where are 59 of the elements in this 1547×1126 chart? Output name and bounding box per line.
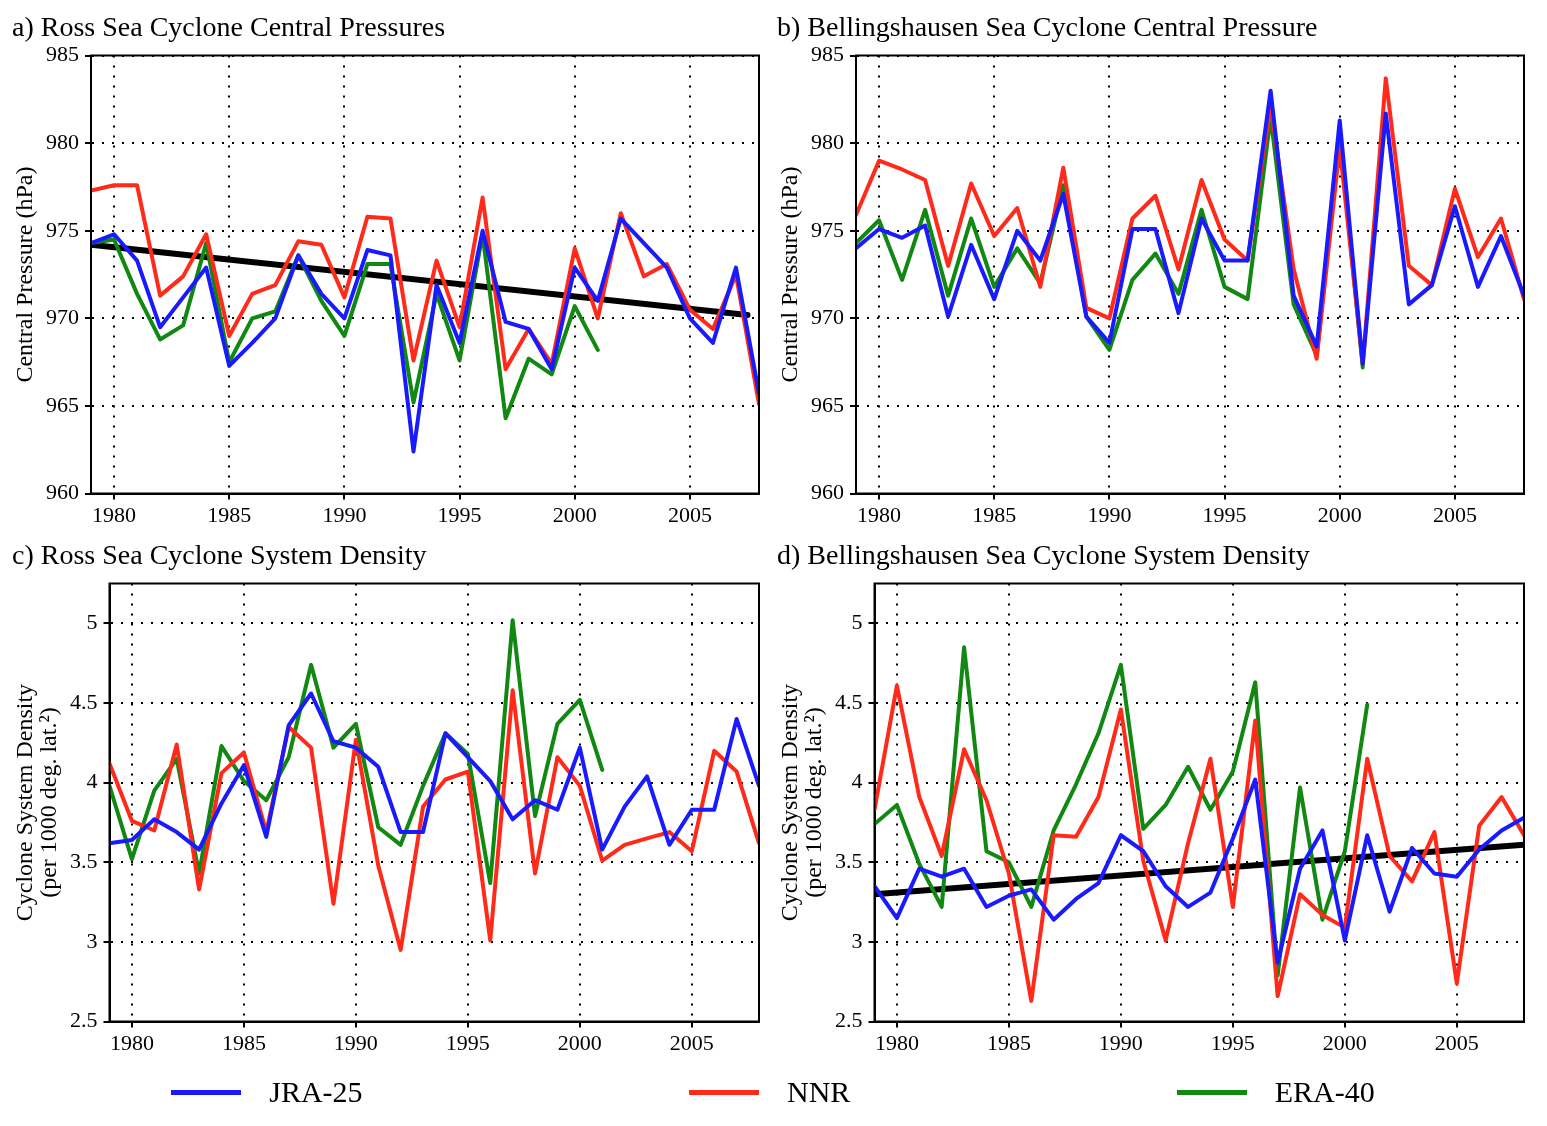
- y-axis-title: Cyclone System Density (per 1000 deg. lat.²): [11, 683, 62, 922]
- x-tick-label: 1995: [445, 1029, 490, 1055]
- y-tick-label: 970: [811, 304, 844, 330]
- y-tick-label: 975: [811, 216, 844, 242]
- x-tick-label: 1995: [1210, 1029, 1255, 1055]
- x-tick-label: 2000: [557, 1029, 602, 1055]
- x-tick-label: 1980: [857, 501, 902, 527]
- y-tick-label: 2.5: [835, 1007, 863, 1033]
- y-tick-label: 980: [811, 128, 844, 154]
- x-tick-label: 1990: [1087, 501, 1132, 527]
- y-tick-label: 4.5: [70, 688, 98, 714]
- x-tick-label: 2000: [552, 501, 597, 527]
- legend-label: JRA-25: [269, 1075, 363, 1109]
- x-tick-label: 1985: [207, 501, 252, 527]
- x-tick-label: 2005: [667, 501, 712, 527]
- y-tick-label: 965: [811, 391, 844, 417]
- x-tick-label: 2000: [1317, 501, 1362, 527]
- y-axis-title: Cyclone System Density (per 1000 deg. lat.²): [776, 683, 827, 922]
- x-tick-label: 1980: [109, 1029, 154, 1055]
- x-tick-label: 1990: [1098, 1029, 1143, 1055]
- x-tick-label: 1995: [437, 501, 482, 527]
- y-tick-label: 4: [851, 768, 863, 794]
- y-tick-label: 3: [851, 927, 863, 953]
- x-tick-label: 1980: [874, 1029, 919, 1055]
- y-tick-label: 5: [86, 609, 98, 635]
- x-tick-label: 1985: [221, 1029, 266, 1055]
- x-tick-label: 2005: [1434, 1029, 1479, 1055]
- x-tick-label: 1990: [333, 1029, 378, 1055]
- y-tick-label: 3: [86, 927, 98, 953]
- chart-title: d) Bellingshausen Sea Cyclone System Density: [777, 539, 1310, 571]
- y-axis-title: Central Pressure (hPa): [11, 166, 38, 383]
- chart-title: c) Ross Sea Cyclone System Density: [12, 539, 427, 571]
- y-tick-label: 4.5: [835, 688, 863, 714]
- y-axis-title: Central Pressure (hPa): [776, 166, 803, 383]
- x-tick-label: 1995: [1202, 501, 1247, 527]
- x-tick-label: 1985: [972, 501, 1017, 527]
- y-tick-label: 3.5: [835, 848, 863, 874]
- y-tick-label: 960: [46, 479, 79, 505]
- chart-title: a) Ross Sea Cyclone Central Pressures: [12, 11, 446, 43]
- y-tick-label: 3.5: [70, 848, 98, 874]
- legend-label: NNR: [787, 1075, 851, 1109]
- legend-label: ERA-40: [1274, 1075, 1375, 1109]
- y-tick-label: 965: [46, 391, 79, 417]
- y-tick-label: 980: [46, 128, 79, 154]
- y-tick-label: 975: [46, 216, 79, 242]
- y-tick-label: 4: [86, 768, 98, 794]
- y-tick-label: 2.5: [70, 1007, 98, 1033]
- x-tick-label: 1985: [986, 1029, 1031, 1055]
- x-tick-label: 1980: [92, 501, 137, 527]
- y-tick-label: 985: [46, 41, 79, 67]
- x-tick-label: 2005: [1432, 501, 1477, 527]
- chart-title: b) Bellingshausen Sea Cyclone Central Pressure: [777, 11, 1318, 43]
- y-tick-label: 960: [811, 479, 844, 505]
- y-tick-label: 970: [46, 304, 79, 330]
- x-tick-label: 2005: [669, 1029, 714, 1055]
- x-tick-label: 2000: [1322, 1029, 1367, 1055]
- y-tick-label: 5: [851, 609, 863, 635]
- y-tick-label: 985: [811, 41, 844, 67]
- x-tick-label: 1990: [322, 501, 367, 527]
